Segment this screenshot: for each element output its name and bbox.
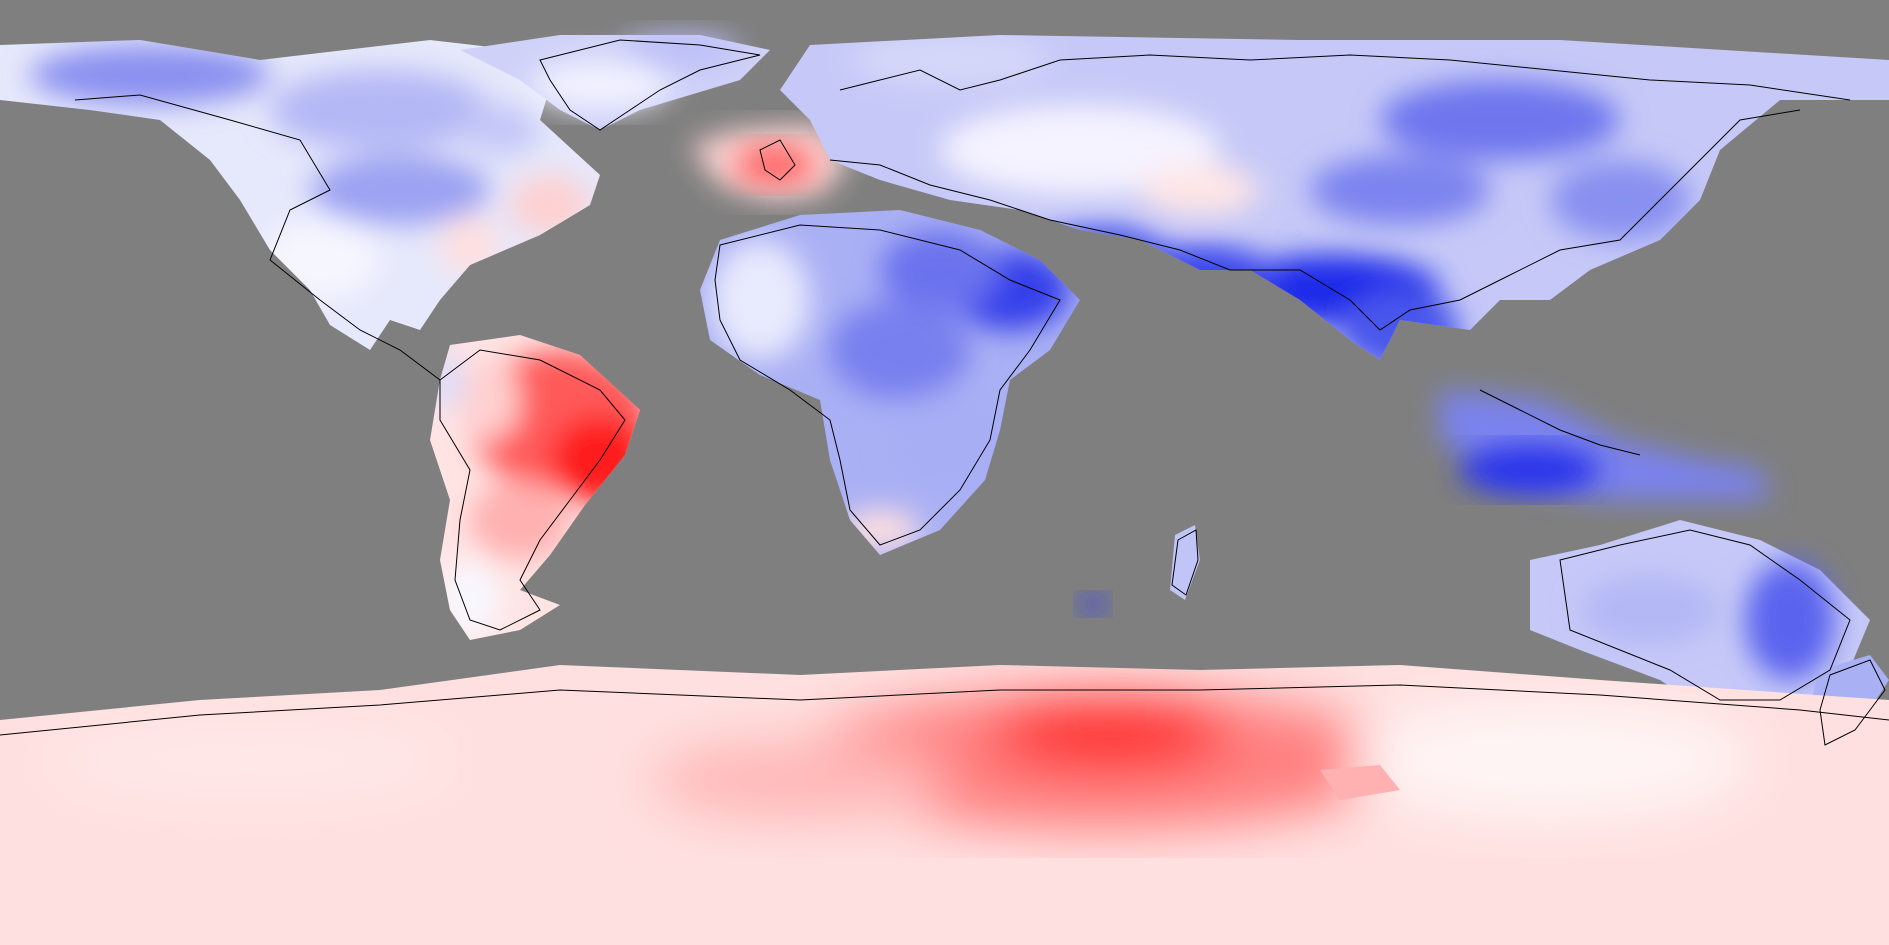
region-greenland [460, 35, 770, 130]
region-maritime-continent [1440, 390, 1770, 500]
region-south-america [430, 335, 640, 640]
region-north-america [0, 40, 600, 350]
region-antarctica [0, 665, 1889, 945]
coastlines [0, 39, 1889, 746]
region-british-isles [690, 125, 850, 200]
region-small-patch [1320, 765, 1400, 800]
region-africa [700, 210, 1107, 614]
